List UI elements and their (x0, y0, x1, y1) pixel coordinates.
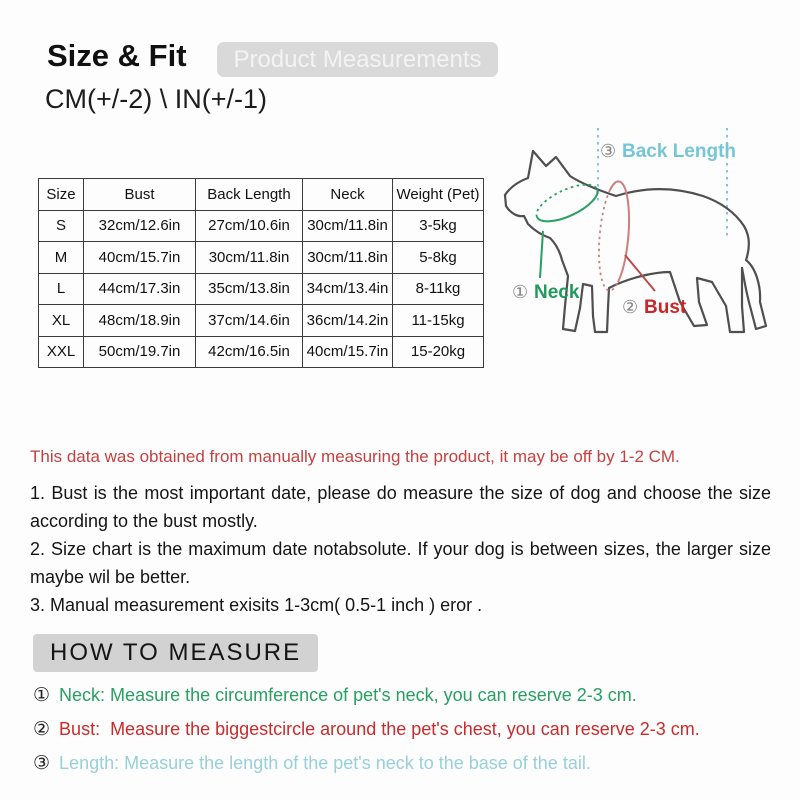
cell-weight: 15-20kg (392, 335, 484, 368)
table-row: XXL 50cm/19.7in 42cm/16.5in 40cm/15.7in … (38, 335, 484, 368)
sizing-notes: 1. Bust is the most important date, plea… (30, 479, 771, 619)
cell-size: XXL (38, 335, 84, 368)
neck-pointer-line (539, 230, 544, 279)
measurement-disclaimer: This data was obtained from manually mea… (30, 447, 680, 466)
cell-bust: 48cm/18.9in (83, 304, 196, 337)
back-length-number: ③ (600, 141, 616, 161)
circled-1-icon: ① (33, 685, 51, 706)
cell-size: L (38, 272, 84, 305)
bust-ellipse-back (598, 189, 619, 292)
table-row: S 32cm/12.6in 27cm/10.6in 30cm/11.8in 3-… (38, 209, 484, 242)
col-header-back-length: Back Length (195, 178, 303, 211)
cell-back-length: 37cm/14.6in (195, 304, 303, 337)
cell-bust: 50cm/19.7in (83, 335, 196, 368)
table-header-row: Size Bust Back Length Neck Weight (Pet) (38, 178, 484, 211)
col-header-bust: Bust (83, 178, 196, 211)
circled-2-icon: ② (33, 719, 51, 740)
cell-neck: 34cm/13.4in (302, 272, 393, 305)
bust-ellipse-front (609, 180, 631, 283)
note-1: 1. Bust is the most important date, plea… (30, 483, 771, 531)
cell-back-length: 27cm/10.6in (195, 209, 303, 242)
cell-back-length: 35cm/13.8in (195, 272, 303, 305)
how-to-measure-heading: HOW TO MEASURE (33, 634, 319, 672)
measure-item-neck: ① Neck: Measure the circumference of pet'… (33, 684, 637, 707)
table-row: L 44cm/17.3in 35cm/13.8in 34cm/13.4in 8-… (38, 272, 484, 305)
cell-weight: 3-5kg (392, 209, 484, 242)
cell-neck: 30cm/11.8in (302, 241, 393, 274)
measure-item-neck-text: Neck: Measure the circumference of pet's… (59, 685, 637, 705)
note-3: 3. Manual measurement exisits 1-3cm( 0.5… (30, 595, 483, 615)
cell-size: XL (38, 304, 84, 337)
back-length-label: Back Length (622, 141, 736, 162)
bust-pointer-line (624, 254, 656, 292)
bust-number: ② (622, 297, 638, 317)
col-header-size: Size (38, 178, 84, 211)
cell-weight: 5-8kg (392, 241, 484, 274)
cell-bust: 32cm/12.6in (83, 209, 196, 242)
table-row: XL 48cm/18.9in 37cm/14.6in 36cm/14.2in 1… (38, 304, 484, 337)
cell-neck: 40cm/15.7in (302, 335, 393, 368)
circled-3-icon: ③ (33, 753, 51, 774)
cell-size: M (38, 241, 84, 274)
page-title: Size & Fit (47, 38, 187, 73)
col-header-neck: Neck (302, 178, 393, 211)
measure-item-bust: ② Bust: Measure the biggestcircle around … (33, 718, 700, 741)
measure-item-length-text: Length: Measure the length of the pet's … (59, 753, 591, 773)
dog-measurement-diagram: ③ Back Length ① Neck ② Bust (503, 128, 768, 334)
cell-back-length: 30cm/11.8in (195, 241, 303, 274)
cell-neck: 36cm/14.2in (302, 304, 393, 337)
neck-number: ① (512, 282, 528, 302)
note-2: 2. Size chart is the maximum date notabs… (30, 539, 771, 587)
measure-item-length: ③ Length: Measure the length of the pet's… (33, 752, 591, 775)
dog-outline (503, 149, 768, 334)
cell-bust: 40cm/15.7in (83, 241, 196, 274)
units-tolerance-note: CM(+/-2) \ IN(+/-1) (45, 84, 268, 114)
col-header-weight: Weight (Pet) (392, 178, 484, 211)
size-chart-table: Size Bust Back Length Neck Weight (Pet) … (38, 178, 484, 368)
cell-weight: 8-11kg (392, 272, 484, 305)
bust-label: Bust (644, 297, 687, 318)
cell-weight: 11-15kg (392, 304, 484, 337)
cell-size: S (38, 209, 84, 242)
table-row: M 40cm/15.7in 30cm/11.8in 30cm/11.8in 5-… (38, 241, 484, 274)
measure-item-bust-text: Bust: Measure the biggestcircle around t… (59, 719, 700, 739)
cell-bust: 44cm/17.3in (83, 272, 196, 305)
neck-ellipse-back (535, 183, 598, 218)
cell-neck: 30cm/11.8in (302, 209, 393, 242)
neck-ellipse-front (536, 188, 599, 223)
product-measurements-badge: Product Measurements (217, 42, 498, 77)
neck-label: Neck (534, 282, 580, 303)
cell-back-length: 42cm/16.5in (195, 335, 303, 368)
